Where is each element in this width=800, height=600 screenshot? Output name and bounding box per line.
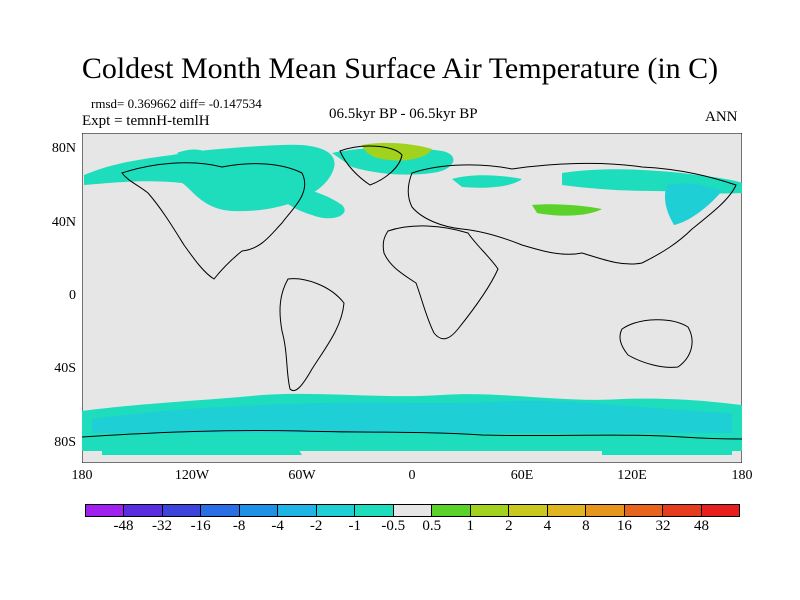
colorbar-label: -8 <box>232 518 246 534</box>
colorbar-box <box>161 504 202 517</box>
colorbar-box <box>238 504 279 517</box>
lon-label-120e: 120E <box>617 468 647 483</box>
siberia-warm <box>532 204 602 216</box>
lon-label-120w: 120W <box>174 468 210 483</box>
colorbar-box <box>508 504 548 517</box>
colorbar-box <box>277 504 317 517</box>
colorbar-label: -1 <box>348 518 361 534</box>
north-america-coast <box>121 162 306 280</box>
south-america-coast <box>279 278 345 391</box>
colorbar-label: -4 <box>271 518 284 534</box>
colorbar-label: -0.5 <box>381 518 406 534</box>
lon-label-0: 0 <box>408 468 416 483</box>
colorbar-label: 16 <box>616 518 632 534</box>
africa-coast <box>382 225 499 340</box>
map-title: Coldest Month Mean Surface Air Temperatu… <box>81 52 719 85</box>
colorbar-label: 2 <box>505 518 513 534</box>
colorbar <box>85 504 740 517</box>
colorbar-label: -2 <box>309 518 323 534</box>
lat-label-80s: 80S <box>54 435 76 450</box>
antarctic-patches <box>102 435 732 455</box>
colorbar-box <box>431 504 471 517</box>
colorbar-box <box>354 504 394 517</box>
colorbar-label: 8 <box>582 518 590 534</box>
southern-ocean-core <box>92 400 732 433</box>
lon-label-60e: 60E <box>510 468 534 483</box>
greenland-coast <box>339 145 403 186</box>
lon-label-180w: 180 <box>71 468 93 483</box>
map-panel <box>82 133 742 463</box>
lat-label-40s: 40S <box>54 361 76 376</box>
eurasia-coast <box>407 162 737 265</box>
lon-label-180e: 180 <box>731 468 753 483</box>
labrador-field <box>272 186 345 219</box>
colorbar-box <box>200 504 240 517</box>
lat-label-eq: 0 <box>69 288 76 303</box>
colorbar-label: -48 <box>113 518 134 534</box>
pacific-patch <box>177 149 212 160</box>
stats-text: rmsd= 0.369662 diff= -0.147534 <box>91 96 262 111</box>
colorbar-box <box>85 504 125 517</box>
east-asia-field <box>664 183 722 225</box>
experiment-label: Expt = temnH-temlH <box>82 113 210 129</box>
colorbar-box <box>315 504 356 517</box>
lat-label-80n: 80N <box>51 141 76 156</box>
colorbar-box <box>546 504 587 517</box>
antarctica-coast <box>82 429 742 440</box>
colorbar-label: -32 <box>152 518 173 534</box>
colorbar-label: 1 <box>466 518 475 534</box>
colorbar-box <box>585 504 625 517</box>
coastlines <box>82 145 742 440</box>
lon-label-60w: 60W <box>288 468 316 483</box>
greenland-warm <box>362 142 432 161</box>
lat-label-40n: 40N <box>51 215 76 230</box>
season-label: ANN <box>705 109 738 125</box>
colorbar-box <box>623 504 664 517</box>
colorbar-box <box>700 504 740 517</box>
anomaly-fields <box>82 142 742 455</box>
colorbar-label: 48 <box>693 518 709 534</box>
colorbar-box <box>662 504 702 517</box>
colorbar-box <box>469 504 510 517</box>
colorbar-label: 0.5 <box>422 518 442 534</box>
colorbar-box <box>392 504 433 517</box>
europe-field <box>452 175 522 188</box>
colorbar-label: 32 <box>655 518 671 534</box>
colorbar-label: 4 <box>543 518 552 534</box>
colorbar-label: -16 <box>190 518 211 534</box>
arctic-field <box>84 144 335 212</box>
period-label: 06.5kyr BP - 06.5kyr BP <box>329 106 478 122</box>
australia-coast <box>619 319 693 368</box>
colorbar-box <box>123 504 163 517</box>
